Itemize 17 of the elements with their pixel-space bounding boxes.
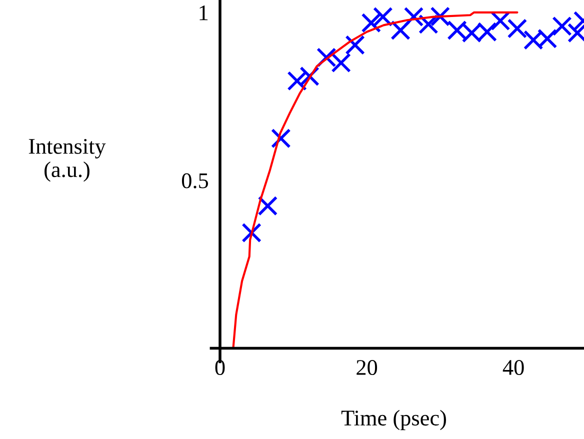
y-axis-title: Intensity (a.u.) [28,138,106,182]
y-tick-label: 0.5 [182,173,208,188]
x-tick-label: 40 [502,360,524,376]
point [430,6,450,26]
point [287,71,307,91]
point [331,52,351,73]
point [373,6,393,27]
x-axis-title: Time (psec) [341,410,446,430]
point [552,16,572,36]
y-tick-label: 1 [200,5,208,20]
point [507,18,528,38]
point [258,196,278,216]
x-tick-label: 0 [215,360,225,376]
line-series [232,11,518,350]
point [361,12,382,33]
x-tick-label: 20 [356,360,378,376]
point [404,6,424,27]
